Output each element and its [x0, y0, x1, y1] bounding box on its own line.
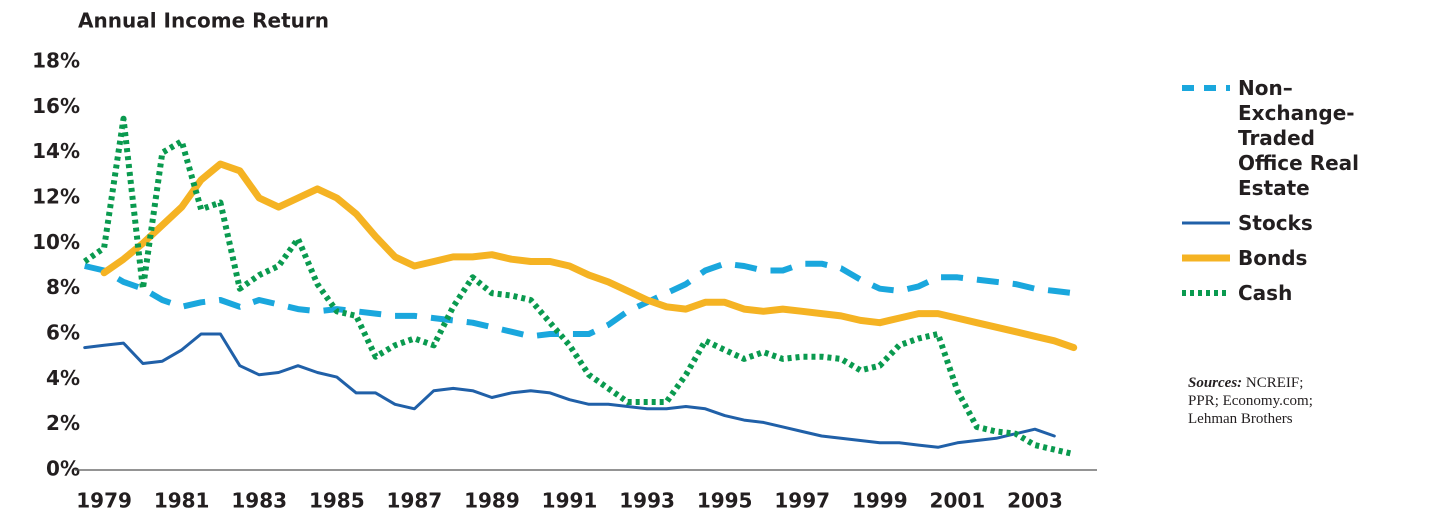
- y-tick-label: 10%: [32, 230, 80, 254]
- legend-item: Stocks: [1180, 211, 1430, 236]
- series-line: [84, 260, 1075, 340]
- series-line: [100, 160, 1078, 352]
- y-tick-label: 16%: [32, 94, 80, 118]
- legend-swatch: [1182, 221, 1230, 225]
- source-note: Sources: NCREIF; PPR; Economy.com; Lehma…: [1188, 374, 1338, 428]
- legend-item: Bonds: [1180, 246, 1430, 271]
- x-tick-label: 1995: [697, 489, 753, 513]
- x-tick-label: 1997: [774, 489, 830, 513]
- y-tick-label: 2%: [46, 411, 80, 435]
- y-tick-label: 0%: [46, 457, 80, 481]
- legend-swatch: [1182, 85, 1230, 91]
- source-label: Sources:: [1188, 375, 1243, 391]
- x-tick-label: 1989: [464, 489, 520, 513]
- y-tick-label: 4%: [46, 366, 80, 390]
- x-tick-label: 1999: [852, 489, 908, 513]
- legend-label: Stocks: [1238, 211, 1313, 235]
- x-tick-label: 1979: [76, 489, 132, 513]
- x-tick-label: 2003: [1007, 489, 1063, 513]
- chart: Annual Income Return 0% 2% 4% 6% 8% 10% 12% 14%…: [32, 9, 1097, 513]
- legend-item: Cash: [1180, 281, 1430, 306]
- legend-label: Bonds: [1238, 246, 1308, 270]
- legend-label: Cash: [1238, 281, 1293, 305]
- x-tick-label: 1991: [542, 489, 598, 513]
- y-tick-label: 14%: [32, 139, 80, 163]
- legend-item: Non–Exchange-Traded Office Real Estate: [1180, 76, 1430, 201]
- legend-label: Non–Exchange-Traded Office Real Estate: [1238, 76, 1360, 200]
- legend: Non–Exchange-Traded Office Real Estate St…: [1180, 76, 1430, 316]
- x-tick-label: 2001: [930, 489, 986, 513]
- x-tick-label: 1987: [387, 489, 443, 513]
- source-text: NCREIF; PPR; Economy.com; Lehman Brother…: [1188, 375, 1313, 427]
- chart-title: Annual Income Return: [78, 9, 329, 33]
- x-tick-label: 1981: [154, 489, 210, 513]
- y-tick-label: 8%: [46, 275, 80, 299]
- legend-swatch: [1182, 290, 1230, 296]
- x-tick-label: 1993: [619, 489, 675, 513]
- y-tick-label: 18%: [32, 49, 80, 73]
- x-tick-label: 1985: [309, 489, 365, 513]
- series-line: [83, 332, 1056, 449]
- legend-swatch: [1182, 254, 1230, 262]
- y-tick-label: 6%: [46, 321, 80, 345]
- x-tick-label: 1983: [231, 489, 287, 513]
- y-tick-label: 12%: [32, 185, 80, 209]
